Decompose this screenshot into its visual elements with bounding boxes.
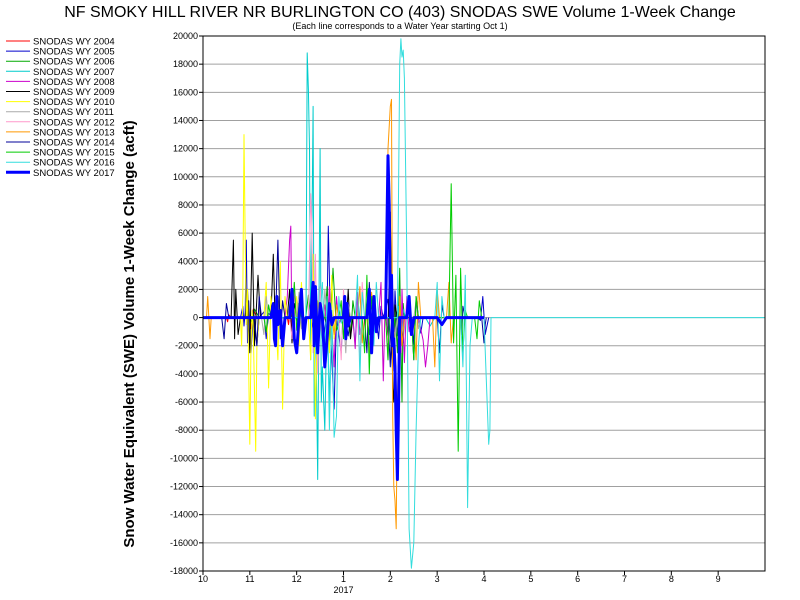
x-axis-year-label: 2017 — [333, 585, 353, 595]
x-tick-label: 5 — [528, 574, 533, 584]
legend-label: SNODAS WY 2004 — [33, 37, 115, 48]
gridlines — [203, 35, 765, 572]
legend-label: SNODAS WY 2007 — [33, 67, 115, 78]
legend-label: SNODAS WY 2015 — [33, 148, 115, 159]
x-tick-label: 6 — [575, 574, 580, 584]
legend-label: SNODAS WY 2013 — [33, 127, 115, 138]
series-line — [203, 38, 765, 569]
series-lines — [203, 38, 765, 569]
chart-title: NF SMOKY HILL RIVER NR BURLINGTON CO (40… — [64, 4, 736, 21]
series-line — [206, 98, 455, 530]
x-tick-label: 4 — [481, 574, 486, 584]
y-tick-label: 10000 — [173, 172, 198, 182]
y-tick-label: 14000 — [173, 115, 198, 125]
x-tick-label: 2 — [388, 574, 393, 584]
y-tick-label: -16000 — [170, 538, 198, 548]
legend-label: SNODAS WY 2008 — [33, 77, 115, 88]
y-tick-label: 0 — [193, 313, 198, 323]
legend-label: SNODAS WY 2017 — [33, 168, 115, 179]
y-tick-label: -10000 — [170, 453, 198, 463]
legend-label: SNODAS WY 2012 — [33, 117, 115, 128]
legend-label: SNODAS WY 2011 — [33, 107, 114, 118]
legend-label: SNODAS WY 2006 — [33, 57, 115, 68]
y-tick-label: -12000 — [170, 482, 198, 492]
y-tick-label: 20000 — [173, 31, 198, 41]
x-tick-label: 3 — [435, 574, 440, 584]
y-tick-label: -14000 — [170, 510, 198, 520]
y-tick-label: 4000 — [178, 256, 198, 266]
chart-subtitle: (Each line corresponds to a Water Year s… — [292, 21, 507, 31]
y-tick-label: 8000 — [178, 200, 198, 210]
x-tick-label: 1 — [341, 574, 346, 584]
y-tick-label: 12000 — [173, 144, 198, 154]
x-axis-ticks: 10 11 12 1 2 3 4 5 6 7 8 9 — [198, 571, 721, 584]
series-line — [289, 193, 394, 375]
x-tick-label: 9 — [716, 574, 721, 584]
legend-label: SNODAS WY 2016 — [33, 158, 115, 169]
y-tick-label: 16000 — [173, 87, 198, 97]
series-line — [305, 52, 436, 480]
legend-label: SNODAS WY 2005 — [33, 47, 115, 58]
series-line — [221, 239, 487, 368]
x-tick-label: 7 — [622, 574, 627, 584]
y-axis-label: Snow Water Equivalent (SWE) Volume 1-Wee… — [121, 120, 138, 547]
y-tick-label: -18000 — [170, 566, 198, 576]
x-tick-label: 10 — [198, 574, 208, 584]
y-tick-label: 6000 — [178, 228, 198, 238]
legend-label: SNODAS WY 2010 — [33, 97, 115, 108]
legend-label: SNODAS WY 2009 — [33, 87, 115, 98]
x-tick-label: 11 — [245, 574, 254, 584]
y-axis-ticks: 2000018000160001400012000100008000600040… — [170, 31, 203, 576]
y-tick-label: -4000 — [175, 369, 198, 379]
plot-frame — [202, 35, 766, 572]
y-tick-label: 2000 — [178, 284, 198, 294]
y-tick-label: 18000 — [173, 59, 198, 69]
series-line — [240, 134, 337, 452]
y-tick-label: -2000 — [175, 341, 198, 351]
y-tick-label: -6000 — [175, 397, 198, 407]
legend-label: SNODAS WY 2014 — [33, 138, 115, 149]
series-line — [203, 154, 484, 481]
x-tick-label: 12 — [292, 574, 302, 584]
x-tick-label: 8 — [669, 574, 674, 584]
y-tick-label: -8000 — [175, 425, 198, 435]
